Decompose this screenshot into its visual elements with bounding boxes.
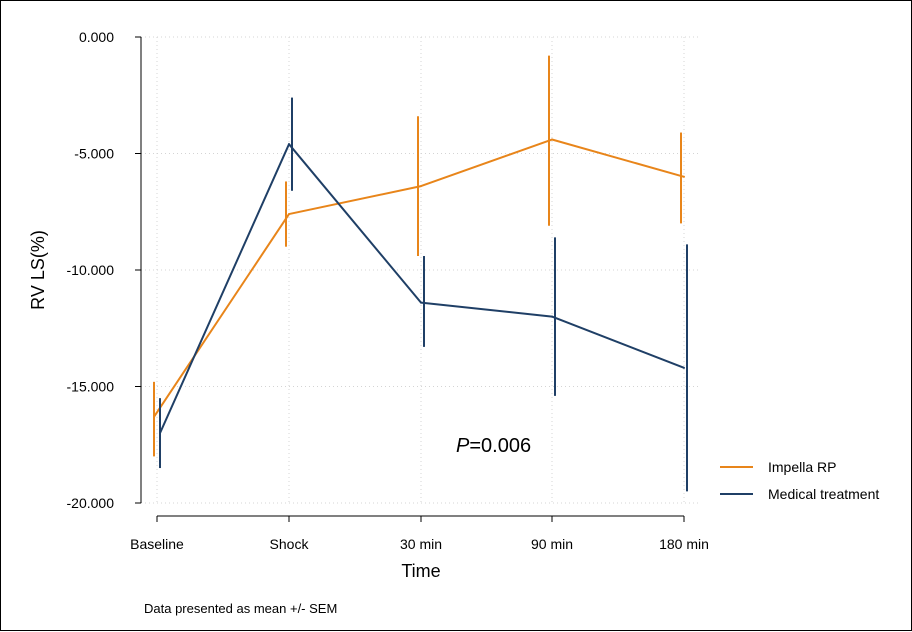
- x-tick-label: Shock: [270, 536, 310, 552]
- grid-layer: [141, 36, 701, 504]
- x-tick-label: 90 min: [531, 536, 573, 552]
- data-point: [153, 415, 155, 418]
- data-point: [551, 315, 553, 318]
- data-point: [288, 143, 290, 146]
- y-tick-label: -20.000: [67, 495, 115, 511]
- data-point: [159, 432, 161, 435]
- data-point: [288, 213, 290, 216]
- p-value-symbol: P: [456, 435, 470, 457]
- x-tick-label: Baseline: [130, 536, 184, 552]
- x-axis-label: Time: [401, 561, 440, 581]
- legend: Impella RP Medical treatment: [720, 459, 879, 502]
- x-ticks: Baseline Shock 30 min 90 min 180 min: [130, 516, 709, 552]
- p-value-annotation: P=0.006: [456, 435, 531, 457]
- series-1: [159, 97, 688, 492]
- data-point: [420, 301, 422, 304]
- legend-label-medical: Medical treatment: [768, 486, 879, 502]
- data-point: [420, 185, 422, 188]
- y-tick-label: -10.000: [67, 262, 115, 278]
- x-tick-label: 180 min: [659, 536, 709, 552]
- data-point: [551, 138, 553, 141]
- data-point: [683, 366, 685, 369]
- x-tick-label: 30 min: [400, 536, 442, 552]
- footnote: Data presented as mean +/- SEM: [144, 601, 337, 616]
- y-axis-label: RV LS(%): [28, 230, 48, 310]
- y-tick-label: -5.000: [74, 146, 114, 162]
- p-value-number: =0.006: [469, 435, 531, 457]
- y-ticks: 0.000 -5.000 -10.000 -15.000 -20.000: [67, 29, 141, 511]
- data-point: [683, 175, 685, 178]
- legend-label-impella: Impella RP: [768, 459, 836, 475]
- y-tick-label: 0.000: [79, 29, 114, 45]
- series-layer: [153, 55, 688, 492]
- y-tick-label: -15.000: [67, 379, 115, 395]
- series-0: [153, 55, 685, 457]
- axis-layer: [140, 37, 684, 517]
